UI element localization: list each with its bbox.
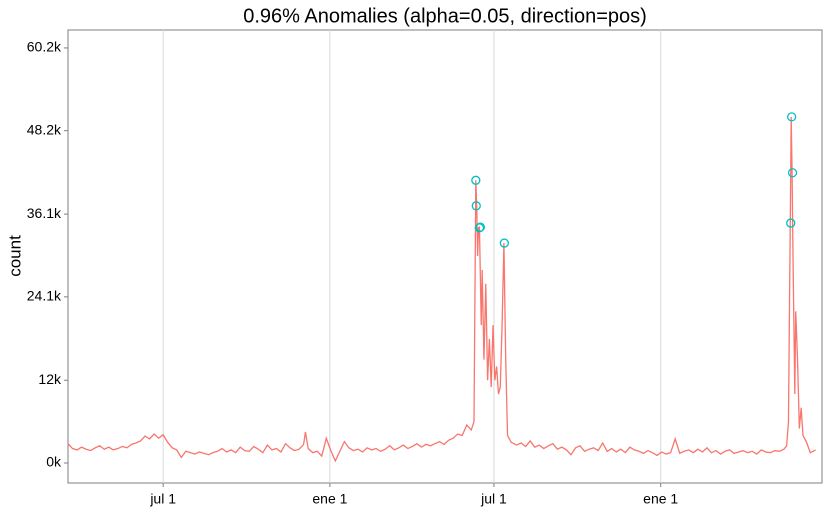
anomaly-point — [786, 112, 797, 122]
y-axis-label: count — [5, 235, 24, 277]
x-tick-label: jul 1 — [149, 491, 176, 507]
anomaly-point — [471, 201, 481, 211]
anomaly-point — [471, 175, 481, 185]
anomaly-point — [499, 238, 510, 248]
y-tick-label: 60.2k — [27, 39, 62, 55]
chart-title: 0.96% Anomalies (alpha=0.05, direction=p… — [243, 5, 647, 27]
anomaly-point — [786, 218, 796, 228]
anomaly-point — [475, 222, 485, 232]
plot-panel — [67, 29, 823, 484]
anomaly-point — [787, 168, 798, 178]
y-tick-label: 36.1k — [27, 205, 62, 221]
data-line — [67, 116, 816, 463]
x-tick-label: ene 1 — [312, 491, 347, 507]
y-tick-label: 0k — [46, 454, 62, 470]
y-tick-label: 24.1k — [27, 288, 62, 304]
y-tick-label: 48.2k — [27, 121, 62, 137]
x-tick-label: jul 1 — [480, 491, 507, 507]
y-tick-label: 12k — [38, 371, 62, 387]
x-tick-label: ene 1 — [643, 491, 678, 507]
